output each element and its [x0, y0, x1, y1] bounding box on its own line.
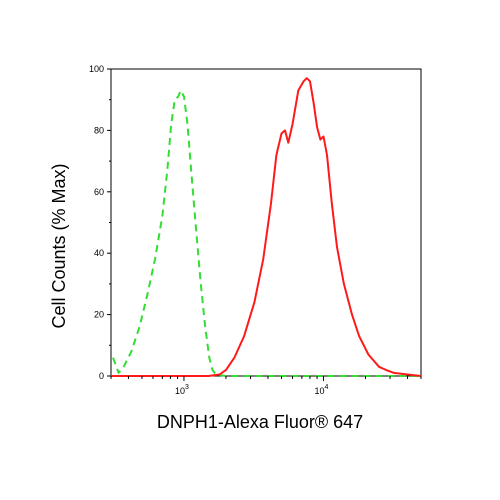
y-tick-label: 0: [99, 371, 104, 381]
y-tick-label: 100: [89, 64, 104, 74]
x-axis-label: DNPH1-Alexa Fluor® 647: [157, 412, 363, 432]
y-tick-label: 20: [94, 310, 104, 320]
x-tick-label: 103: [175, 384, 189, 396]
y-axis-label: Cell Counts (% Max): [49, 163, 69, 328]
series-line-1: [112, 89, 421, 377]
tick-layer: 0 20 40 60 80 100 103 104: [89, 64, 422, 396]
series-line-2: [111, 77, 422, 377]
y-tick-label: 60: [94, 187, 104, 197]
y-tick-label: 80: [94, 125, 104, 135]
series-layer: [111, 77, 422, 377]
y-tick-label: 40: [94, 248, 104, 258]
plot-frame: [110, 68, 422, 377]
x-tick-label: 104: [315, 384, 329, 396]
plot-area: [110, 68, 422, 377]
